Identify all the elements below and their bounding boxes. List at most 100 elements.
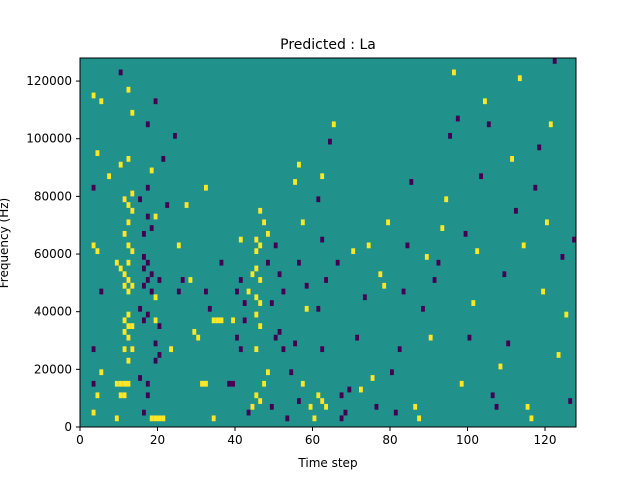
y-tick-label: 80000: [34, 189, 72, 203]
heatmap-cell: [448, 132, 453, 139]
heatmap-cell: [200, 380, 205, 387]
heatmap-cell: [242, 317, 247, 324]
heatmap-cell: [370, 375, 375, 381]
heatmap-cell: [169, 346, 174, 353]
heatmap-cell: [258, 242, 263, 249]
heatmap-cell: [242, 300, 247, 306]
heatmap-cell: [161, 415, 166, 422]
y-tick-label: 40000: [34, 305, 72, 319]
heatmap-cell: [258, 207, 263, 214]
heatmap-cell: [107, 173, 112, 180]
heatmap-cell: [219, 317, 224, 324]
heatmap-cell: [130, 282, 135, 289]
x-axis-label: Time step: [297, 456, 357, 470]
heatmap-cell: [490, 392, 495, 399]
heatmap-cell: [153, 213, 158, 220]
heatmap-cell: [126, 202, 131, 208]
heatmap-cell: [436, 259, 441, 266]
heatmap-cell: [142, 230, 146, 237]
heatmap-cell: [153, 357, 158, 364]
heatmap-cell: [188, 277, 193, 283]
heatmap-cell: [393, 409, 398, 416]
heatmap-cell: [335, 259, 340, 266]
heatmap-cell: [444, 196, 449, 203]
heatmap-cell: [126, 259, 131, 266]
heatmap-cell: [556, 352, 561, 358]
heatmap-cell: [297, 161, 301, 168]
heatmap-cell: [277, 328, 282, 335]
heatmap-cell: [153, 340, 158, 347]
heatmap-cell: [304, 305, 309, 312]
heatmap-cell: [149, 225, 154, 231]
heatmap-cell: [184, 202, 189, 208]
heatmap-cell: [114, 415, 119, 422]
heatmap-cell: [254, 248, 259, 255]
heatmap-cell: [227, 380, 232, 387]
heatmap-cell: [145, 392, 150, 399]
heatmap-cell: [176, 242, 181, 249]
heatmap-cell: [118, 380, 123, 387]
heatmap-cell: [459, 380, 464, 387]
y-axis-label: Frequency (Hz): [0, 198, 11, 289]
heatmap-cell: [343, 409, 348, 416]
x-axis: 0 20 40 60 80 100 120: [76, 427, 556, 447]
heatmap-cell: [258, 323, 263, 329]
heatmap-cell: [157, 323, 162, 329]
heatmap-cell: [316, 392, 321, 399]
heatmap-cell: [130, 207, 135, 214]
heatmap-cell: [397, 346, 402, 353]
heatmap-cell: [421, 305, 425, 312]
heatmap-cell: [324, 277, 329, 283]
heatmap-cell: [455, 115, 460, 122]
heatmap-cell: [405, 242, 410, 249]
heatmap-cell: [231, 317, 236, 324]
heatmap-cell: [122, 282, 127, 289]
x-tick-label: 80: [382, 433, 397, 447]
heatmap-cell: [545, 219, 549, 226]
chart-title: Predicted : La: [280, 37, 376, 53]
heatmap-cell: [300, 380, 305, 387]
heatmap-cell: [529, 415, 534, 422]
heatmap-cell: [479, 173, 484, 180]
heatmap-cell: [118, 265, 123, 272]
x-tick-label: 100: [456, 433, 479, 447]
heatmap-cell: [510, 156, 515, 162]
heatmap-cell: [122, 392, 127, 399]
heatmap-cell: [130, 323, 135, 329]
heatmap-cell: [149, 415, 154, 422]
heatmap-cell: [238, 236, 243, 243]
heatmap-cell: [331, 121, 336, 128]
heatmap-cell: [126, 242, 131, 249]
y-axis: 0 20000 40000 60000 80000 100000 120000: [26, 74, 80, 434]
heatmap-cell: [366, 242, 371, 249]
heatmap-cell: [293, 179, 298, 185]
heatmap-cell: [428, 334, 433, 341]
heatmap-cell: [118, 392, 123, 399]
heatmap-cell: [266, 259, 270, 266]
heatmap-cell: [297, 259, 301, 266]
heatmap-cell: [339, 415, 344, 422]
heatmap-cell: [266, 230, 270, 237]
heatmap-cell: [525, 403, 530, 410]
heatmap-cell: [238, 277, 243, 283]
heatmap-cell: [153, 317, 158, 324]
heatmap-cell: [351, 248, 356, 255]
heatmap-cell: [254, 236, 259, 243]
heatmap-cell: [138, 196, 143, 203]
heatmap-cell: [215, 317, 220, 324]
heatmap-cell: [304, 282, 309, 289]
heatmap-cell: [254, 346, 259, 353]
heatmap-cell: [494, 403, 499, 410]
heatmap-cell: [320, 236, 325, 243]
heatmap-cell: [211, 317, 216, 324]
heatmap-cell: [502, 271, 507, 278]
heatmap-cell: [142, 265, 146, 272]
heatmap-cell: [320, 398, 325, 404]
heatmap-cell: [548, 121, 553, 128]
heatmap-cell: [347, 386, 352, 393]
heatmap-cell: [362, 294, 367, 301]
heatmap-cell: [91, 346, 96, 353]
heatmap-cell: [568, 398, 573, 404]
heatmap-cell: [211, 415, 216, 422]
